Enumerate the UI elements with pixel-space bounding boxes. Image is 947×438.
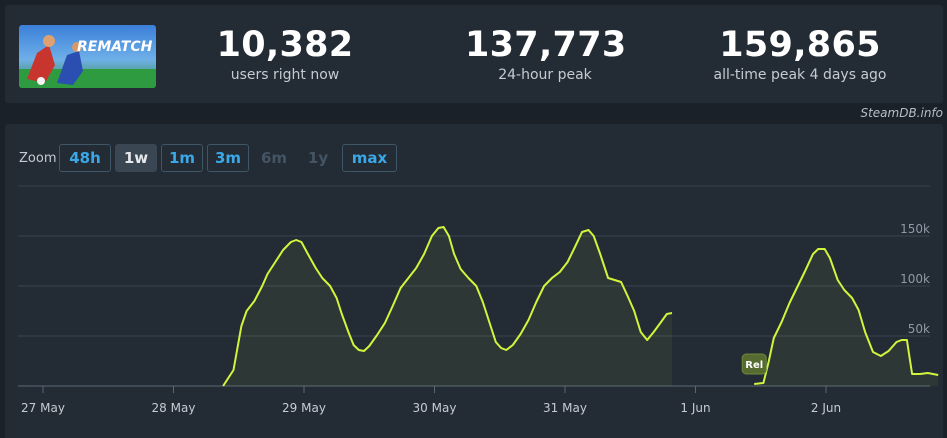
banner-player-blue — [57, 51, 83, 85]
x-tick-label: 27 May — [21, 401, 65, 415]
y-tick-label: 150k — [900, 222, 930, 236]
zoom-48h-button[interactable]: 48h — [59, 144, 111, 172]
player-count-chart: 50k 100k 150k 27 May 28 May 29 May 30 May 31 Ma… — [18, 185, 939, 415]
stat-current-value: 10,382 — [216, 25, 354, 65]
x-tick-label: 1 Jun — [680, 401, 710, 415]
zoom-3m-button[interactable]: 3m — [207, 144, 249, 172]
y-tick-label: 50k — [908, 322, 930, 336]
zoom-1y-button: 1y — [307, 149, 329, 167]
banner-player-head-2 — [72, 42, 82, 52]
banner-player-head — [43, 35, 55, 47]
stat-current-players: 10,382 users right now — [205, 25, 365, 85]
x-tick-label: 2 Jun — [811, 401, 841, 415]
series-line — [222, 226, 673, 387]
stat-alltime-peak: 159,865 all-time peak 4 days ago — [705, 25, 895, 85]
y-tick-label: 100k — [900, 272, 930, 286]
stat-alltime-value: 159,865 — [719, 25, 881, 65]
stat-24h-label: 24-hour peak — [498, 67, 592, 83]
x-tick-label: 28 May — [152, 401, 196, 415]
zoom-6m-button: 6m — [260, 149, 288, 167]
stat-current-label: users right now — [230, 67, 340, 83]
banner-ball — [37, 77, 45, 85]
zoom-1w-button[interactable]: 1w — [115, 144, 157, 172]
banner-player-red — [27, 45, 55, 83]
stats-panel: REMATCH 10,382 users right now 137,773 2… — [5, 5, 943, 103]
steamdb-credit[interactable]: SteamDB.info — [860, 106, 943, 120]
stat-24h-peak: 137,773 24-hour peak — [465, 25, 627, 85]
banner-pitch — [19, 69, 156, 88]
game-banner[interactable]: REMATCH — [19, 25, 156, 88]
x-tick-label: 29 May — [282, 401, 326, 415]
series-line — [754, 248, 939, 385]
x-tick-label: 30 May — [413, 401, 457, 415]
zoom-1m-button[interactable]: 1m — [161, 144, 203, 172]
series-area — [223, 227, 672, 386]
x-tick-label: 31 May — [543, 401, 587, 415]
release-annotation-label: Rel — [745, 360, 763, 371]
stat-24h-value: 137,773 — [465, 25, 627, 65]
banner-logo: REMATCH — [77, 39, 153, 55]
stat-alltime-label: all-time peak 4 days ago — [713, 67, 887, 83]
zoom-label: Zoom — [19, 151, 57, 166]
zoom-max-button[interactable]: max — [342, 144, 397, 172]
release-annotation-flag — [741, 353, 767, 375]
